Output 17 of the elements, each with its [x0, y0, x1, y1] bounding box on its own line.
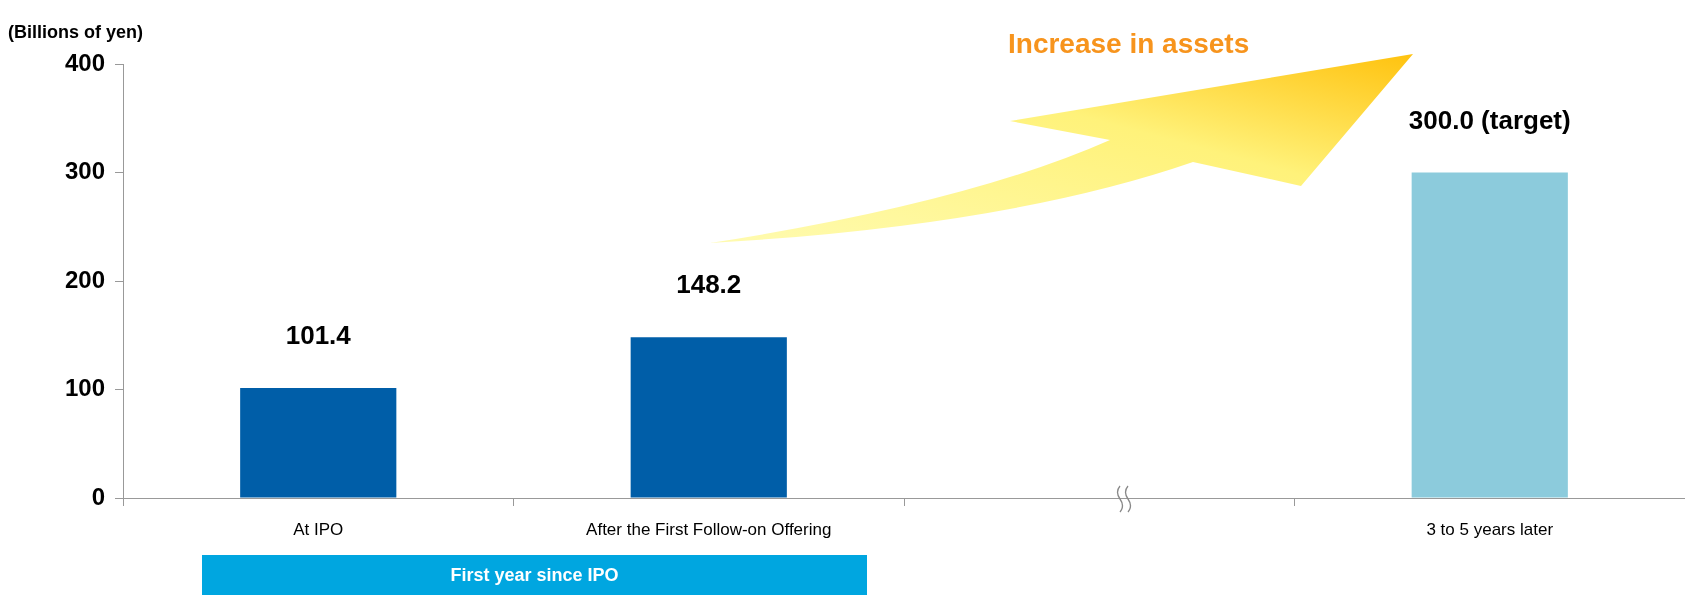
- y-tick-label: 200: [64, 265, 105, 293]
- data-label: 148.2: [676, 269, 742, 300]
- bar: [630, 337, 787, 498]
- data-label: 300.0 (target): [1408, 104, 1571, 135]
- text: Increase in assets: [1008, 28, 1250, 60]
- y-tick-label: 100: [64, 374, 105, 402]
- y-axis-title: (Billions of yen): [8, 22, 143, 43]
- data-label: 101.4: [285, 320, 352, 351]
- bar: [1411, 172, 1568, 498]
- x-tick-label: After the First Follow-on Offering: [586, 519, 832, 539]
- bar: [240, 387, 397, 498]
- y-tick-label: 0: [91, 482, 105, 510]
- text: First year since IPO: [450, 564, 619, 586]
- x-tick-label: 3 to 5 years later: [1426, 519, 1554, 539]
- x-tick-label: At IPO: [293, 519, 344, 539]
- y-tick-label: 400: [64, 48, 105, 76]
- y-tick-label: 300: [64, 157, 105, 185]
